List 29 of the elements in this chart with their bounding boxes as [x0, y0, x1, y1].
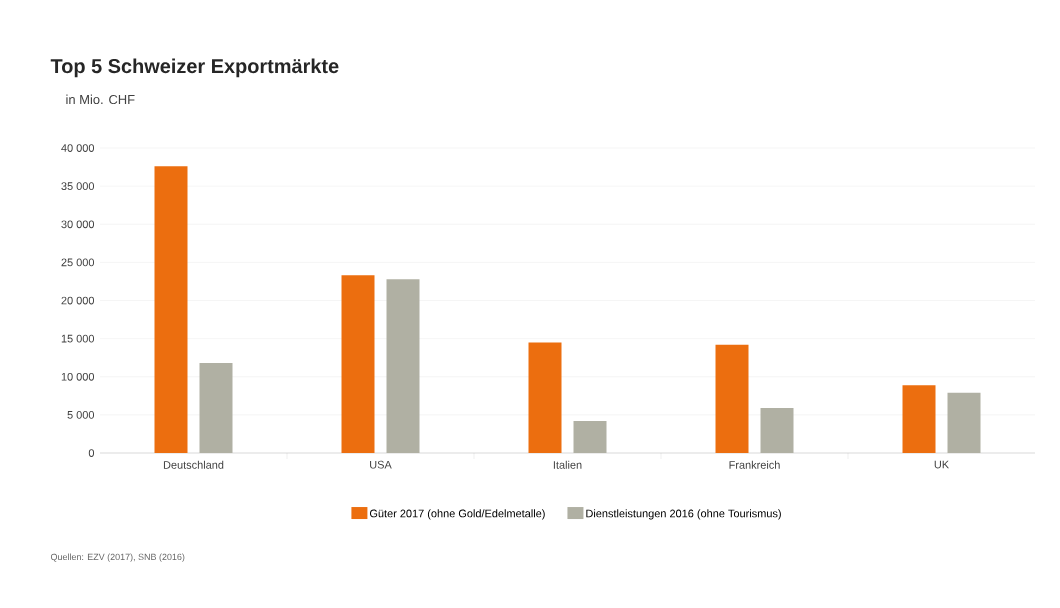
chart-subtitle: in Mio. CHF — [66, 94, 135, 105]
y-tick-label: 35 000 — [61, 182, 95, 191]
y-tick-label: 15 000 — [61, 334, 95, 343]
x-tick-label: Italien — [553, 460, 582, 469]
x-tick-label: Deutschland — [163, 460, 224, 469]
bar — [715, 344, 749, 453]
x-tick-label: UK — [934, 460, 949, 469]
legend-label: Dienstleistungen 2016 (ohne Tourismus) — [586, 509, 781, 520]
bar — [154, 166, 188, 453]
x-tick-label: Frankreich — [729, 460, 780, 469]
y-tick-label: 30 000 — [61, 220, 95, 229]
source-note: Quellen: EZV (2017), SNB (2016) — [50, 553, 185, 562]
bar — [199, 363, 233, 453]
bar — [573, 420, 607, 453]
x-tick-label: USA — [370, 460, 392, 469]
bar — [760, 408, 794, 453]
bar — [386, 279, 420, 453]
chart-title: Top 5 Schweizer Exportmärkte — [50, 58, 339, 78]
y-tick-label: 20 000 — [61, 296, 95, 305]
bar — [902, 385, 936, 453]
y-tick-label: 5 000 — [67, 411, 95, 419]
bar — [341, 275, 375, 453]
y-tick-label: 0 — [88, 449, 95, 457]
y-tick-label: 40 000 — [61, 144, 95, 152]
legend-label: Güter 2017 (ohne Gold/Edelmetalle) — [369, 509, 545, 520]
bar — [528, 342, 562, 453]
bar — [947, 392, 981, 453]
y-tick-label: 25 000 — [61, 258, 95, 267]
y-tick-label: 10 000 — [61, 372, 95, 381]
